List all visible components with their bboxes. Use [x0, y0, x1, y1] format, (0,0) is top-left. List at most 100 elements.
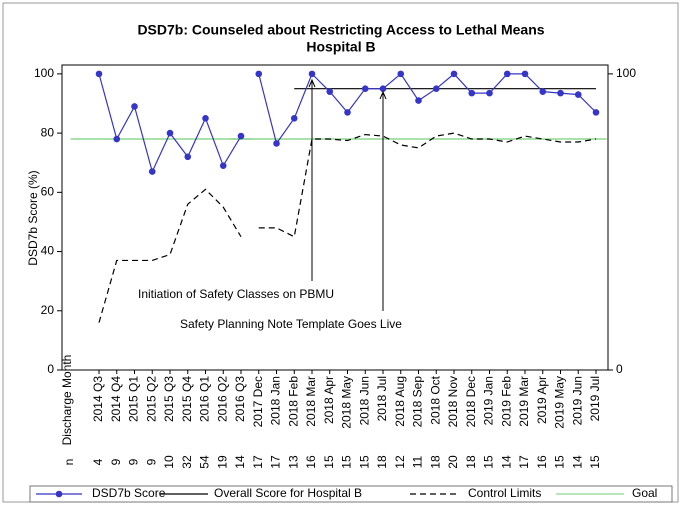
plot-frame [61, 64, 609, 371]
data-point [273, 140, 280, 147]
n-value: 18 [375, 455, 389, 469]
data-point [148, 168, 156, 175]
n-value: 14 [570, 455, 584, 469]
legend-box [29, 485, 673, 503]
data-point [308, 70, 316, 78]
data-point [592, 109, 600, 116]
x-tick-label: 2015 Q1 [127, 376, 141, 422]
series-line [258, 132, 597, 238]
data-point [237, 132, 245, 140]
n-value: 14 [233, 455, 247, 469]
data-point [415, 97, 422, 104]
n-value: 16 [535, 455, 549, 469]
data-point [326, 88, 334, 95]
y-tick-label: 100 [34, 66, 54, 80]
data-point [131, 103, 138, 110]
n-value: 9 [109, 458, 123, 465]
n-value: 20 [446, 455, 460, 469]
x-tick-label: 2015 Q2 [144, 376, 158, 422]
x-tick-label: 2018 Jan [269, 376, 283, 425]
y-tick-label: 80 [41, 125, 55, 139]
data-point [468, 89, 476, 97]
data-point [379, 85, 387, 92]
chart-subtitle: Hospital B [306, 39, 375, 55]
data-point [290, 115, 298, 122]
data-point [432, 85, 440, 92]
x-tick-label: 2019 Jul [588, 376, 602, 421]
y-tick-label: 40 [41, 244, 55, 258]
x-tick-label: 2016 Q1 [198, 376, 212, 422]
chart-title: DSD7b: Counseled about Restricting Acces… [137, 22, 544, 38]
n-value: 17 [251, 455, 265, 469]
legend-marker [55, 490, 63, 498]
data-point [539, 88, 547, 95]
x-tick-label: 2019 Jan [482, 376, 496, 425]
y2-tick-label: 0 [616, 362, 623, 376]
n-value: 18 [464, 455, 478, 469]
n-value: 15 [340, 455, 354, 469]
x-tick-label: 2014 Q3 [91, 376, 105, 422]
x-tick-label: 2018 Oct [428, 375, 442, 424]
data-point [450, 70, 458, 78]
n-value: 15 [553, 455, 567, 469]
data-point [486, 89, 493, 97]
data-point [521, 70, 529, 78]
y-tick-label: 60 [41, 185, 55, 199]
x-tick-label: 2019 Apr [535, 376, 549, 424]
n-value: 15 [482, 455, 496, 469]
n-value: 15 [322, 455, 336, 469]
arrow-head [308, 78, 316, 88]
data-point [397, 70, 405, 78]
series-line [98, 73, 242, 174]
data-point [361, 85, 369, 92]
x-tick-label: 2016 Q2 [215, 376, 229, 422]
y-tick-label: 0 [47, 362, 54, 376]
x-tick-label: 2017 Dec [251, 376, 265, 427]
y-axis-label: DSD7b Score (%) [26, 170, 40, 265]
x-tick-label: 2018 Apr [322, 376, 336, 424]
x-tick-label: 2015 Q4 [180, 376, 194, 422]
n-value: 11 [411, 455, 425, 468]
x-tick-label: 2018 May [340, 376, 354, 429]
data-point [219, 162, 227, 169]
data-point [574, 91, 582, 98]
data-point [166, 129, 174, 137]
annotation: Initiation of Safety Classes on PBMU [138, 287, 334, 301]
x-tick-label: 2018 Nov [446, 376, 460, 427]
n-value: 17 [517, 455, 531, 469]
x-tick-label: 2018 Sep [411, 376, 425, 428]
x-tick-label: 2019 May [553, 376, 567, 429]
data-point [344, 109, 351, 116]
n-value: 4 [91, 458, 105, 465]
n-value: 54 [198, 455, 212, 469]
n-value: 18 [428, 455, 442, 469]
series-line [258, 72, 597, 145]
n-value: 19 [215, 455, 229, 469]
annotation: Safety Planning Note Template Goes Live [180, 317, 402, 331]
n-value: 17 [269, 455, 283, 469]
x-axis-label: Discharge Month [60, 355, 74, 446]
x-tick-label: 2014 Q4 [109, 376, 123, 422]
x-tick-label: 2018 Aug [393, 376, 407, 427]
n-value: 9 [144, 458, 158, 465]
x-tick-label: 2018 Mar [304, 376, 318, 427]
x-tick-label: 2019 Feb [499, 376, 513, 427]
series-line [98, 188, 242, 323]
x-tick-label: 2018 Feb [286, 376, 300, 427]
n-label: n [62, 459, 76, 466]
data-point [255, 70, 263, 78]
n-value: 10 [162, 455, 176, 469]
data-point [503, 70, 511, 78]
n-value: 13 [286, 455, 300, 469]
n-value: 16 [304, 455, 318, 469]
data-point [202, 115, 209, 122]
legend-label: DSD7b Score [92, 486, 166, 500]
legend-label: Control Limits [468, 486, 541, 500]
x-tick-label: 2016 Q3 [233, 376, 247, 422]
legend-label: Overall Score for Hospital B [214, 486, 362, 500]
n-value: 32 [180, 455, 194, 469]
x-tick-label: 2018 Dec [464, 376, 478, 427]
legend-label: Goal [632, 486, 657, 500]
data-point [95, 70, 103, 78]
